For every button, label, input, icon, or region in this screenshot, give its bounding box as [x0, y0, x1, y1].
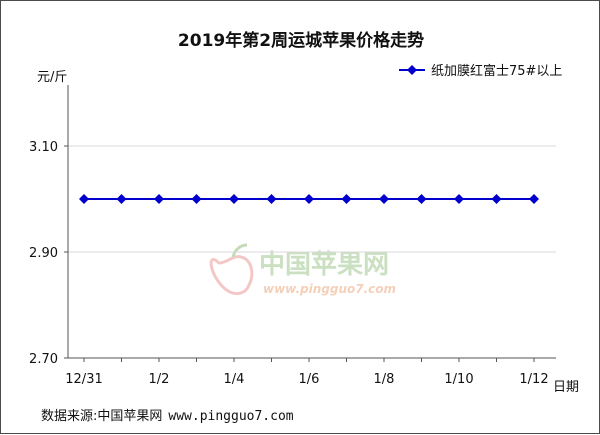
data-point: [454, 194, 464, 204]
data-point: [529, 194, 539, 204]
legend-marker-icon: [407, 65, 417, 75]
data-point: [266, 194, 277, 204]
data-point: [304, 194, 314, 204]
legend-label: 纸加膜红富士75#以上: [431, 63, 562, 79]
y-tick-labels: 2.70 2.90 3.10: [29, 140, 58, 367]
data-source-footer: 数据来源:中国苹果网 www.pingguo7.com: [41, 405, 294, 424]
watermark-text: 中国苹果网: [259, 250, 389, 280]
data-point: [79, 194, 89, 204]
y-tick-label: 2.70: [29, 352, 58, 367]
legend: 纸加膜红富士75#以上: [399, 63, 562, 79]
apple-logo-icon: [209, 243, 254, 295]
y-tick-label: 3.10: [29, 140, 58, 155]
data-point: [191, 194, 202, 204]
x-tick-label: 12/31: [65, 372, 102, 387]
data-point: [379, 194, 389, 204]
source-label: 数据来源:中国苹果网: [41, 409, 163, 424]
y-tick-label: 2.90: [29, 246, 58, 261]
source-site: www.pingguo7.com: [168, 409, 294, 424]
y-axis-label: 元/斤: [37, 70, 67, 85]
x-tick-labels: 12/31 1/2 1/4 1/6 1/8 1/10 1/12: [65, 372, 548, 387]
x-tick-label: 1/10: [444, 372, 473, 387]
series-group: [79, 194, 539, 204]
x-tick-label: 1/2: [149, 372, 170, 387]
chart-title: 2019年第2周运城苹果价格走势: [178, 30, 424, 51]
data-point: [341, 194, 352, 204]
watermark-url: www.pingguo7.com: [263, 282, 396, 296]
data-point: [154, 194, 164, 204]
x-tick-label: 1/6: [299, 372, 320, 387]
x-tick-label: 1/12: [519, 372, 548, 387]
data-point: [116, 194, 127, 204]
watermark: 中国苹果网 www.pingguo7.com: [209, 243, 396, 296]
data-point: [229, 194, 239, 204]
x-axis-label: 日期: [553, 380, 579, 395]
axes: [64, 85, 556, 362]
x-tick-label: 1/4: [224, 372, 245, 387]
x-tick-label: 1/8: [374, 372, 395, 387]
data-point: [491, 194, 502, 204]
gridlines: [68, 145, 556, 253]
data-point: [416, 194, 427, 204]
